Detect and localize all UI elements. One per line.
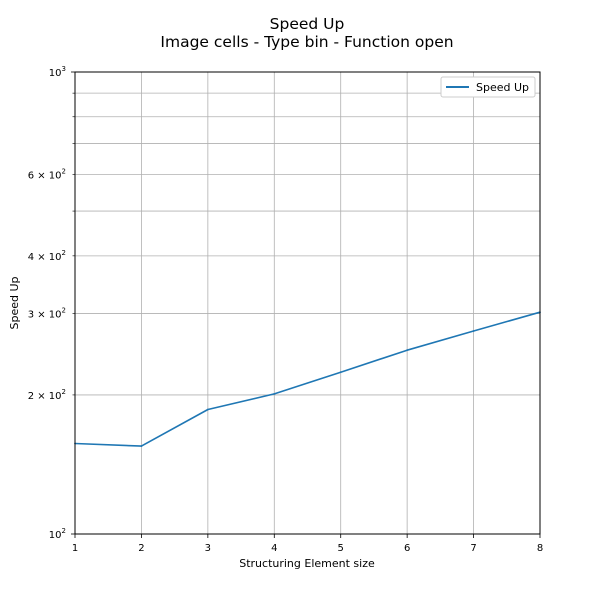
x-tick-label: 5 [338,543,344,554]
chart-subtitle: Image cells - Type bin - Function open [160,33,453,51]
x-axis: 1 2 3 4 5 6 7 8 [72,534,543,554]
series-line [74,311,541,447]
x-tick-label: 6 [404,543,410,554]
x-axis-label: Structuring Element size [239,557,375,570]
y-tick-label: 103 [49,65,66,79]
x-tick-label: 8 [537,543,543,554]
data-point [206,408,209,411]
y-tick-label: 3 × 102 [28,307,66,321]
y-tick-label: 6 × 102 [28,167,66,181]
chart-title: Speed Up [270,15,345,33]
x-tick-label: 3 [205,543,211,554]
x-tick-label: 2 [138,543,144,554]
y-tick-label: 4 × 102 [28,249,66,263]
data-point [140,445,143,447]
data-point [273,393,276,395]
legend-box [440,76,536,98]
plot-frame [74,71,541,535]
legend-label: Speed Up [476,81,529,94]
data-point [472,330,475,332]
legend: Speed Up [440,76,536,98]
x-tick-label: 4 [271,543,277,554]
y-axis: 102 103 2 × 102 3 × 102 4 × 102 6 × 102 [28,65,75,541]
x-tick-label: 1 [72,543,78,554]
y-tick-label: 102 [49,527,66,541]
data-point [406,349,409,352]
y-tick-label: 2 × 102 [28,388,66,402]
x-tick-label: 7 [470,543,476,554]
y-axis-label: Speed Up [8,276,21,329]
data-point [339,371,342,374]
